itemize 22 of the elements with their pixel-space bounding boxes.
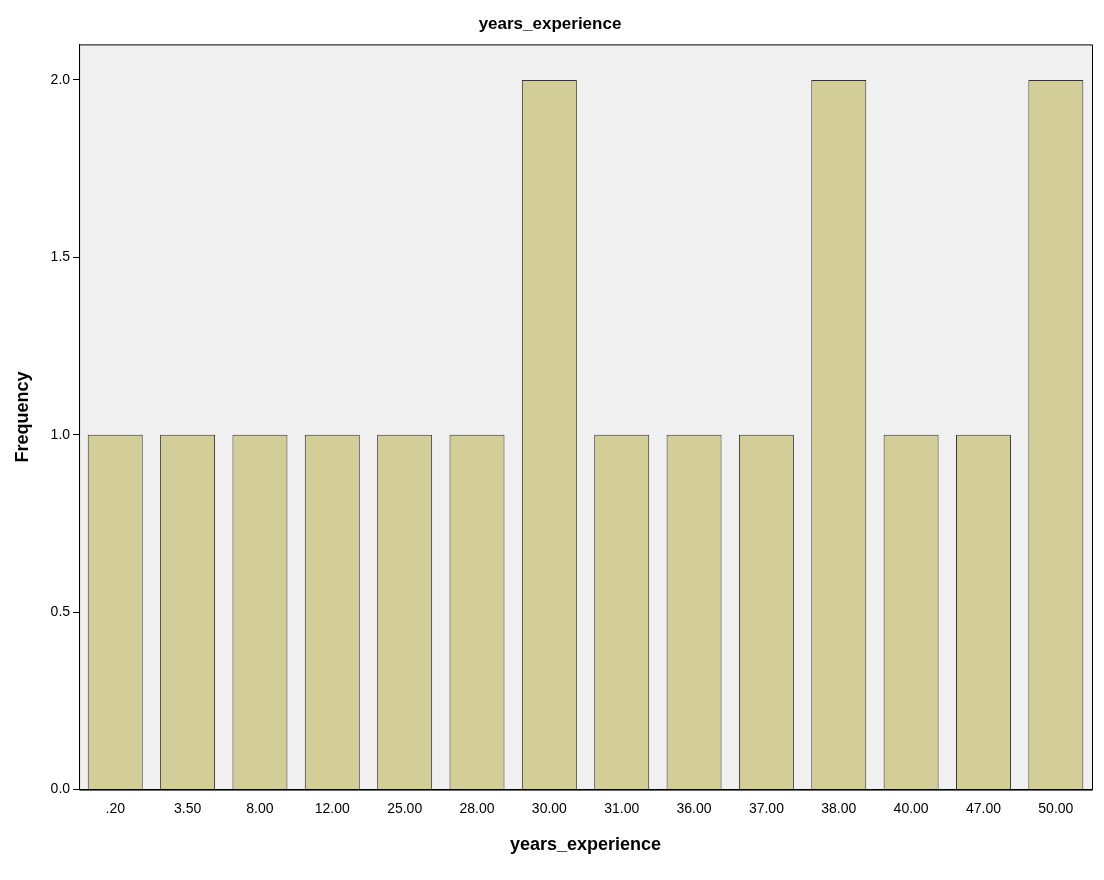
x-tick-label: 31.00 — [604, 799, 640, 816]
y-tick-label: 0.0 — [50, 780, 71, 797]
x-tick-label: 38.00 — [821, 799, 857, 816]
x-tick-label: 3.50 — [173, 799, 202, 816]
x-tick-label: 47.00 — [965, 799, 1002, 816]
x-tick-label: 25.00 — [387, 799, 423, 816]
x-tick-label: 12.00 — [314, 799, 351, 816]
y-tick-label: 0.5 — [50, 603, 71, 620]
x-tick-label: 28.00 — [459, 799, 495, 816]
x-tick-label: 40.00 — [893, 799, 929, 816]
x-tick-label: 8.00 — [246, 799, 274, 816]
x-tick-label: 50.00 — [1038, 799, 1074, 816]
x-tick-label: 36.00 — [676, 799, 712, 816]
x-axis-title: years_experience — [509, 834, 662, 855]
x-tick-label: 30.00 — [531, 799, 568, 816]
x-tick-label: 37.00 — [748, 799, 785, 816]
y-axis-title: Frequency — [11, 371, 32, 463]
chart-title: years_experience — [478, 13, 622, 33]
y-tick-label: 2.0 — [50, 70, 71, 87]
y-tick-label: 1.0 — [50, 425, 71, 442]
x-tick-label: .20 — [105, 799, 126, 816]
y-tick-label: 1.5 — [50, 248, 71, 265]
